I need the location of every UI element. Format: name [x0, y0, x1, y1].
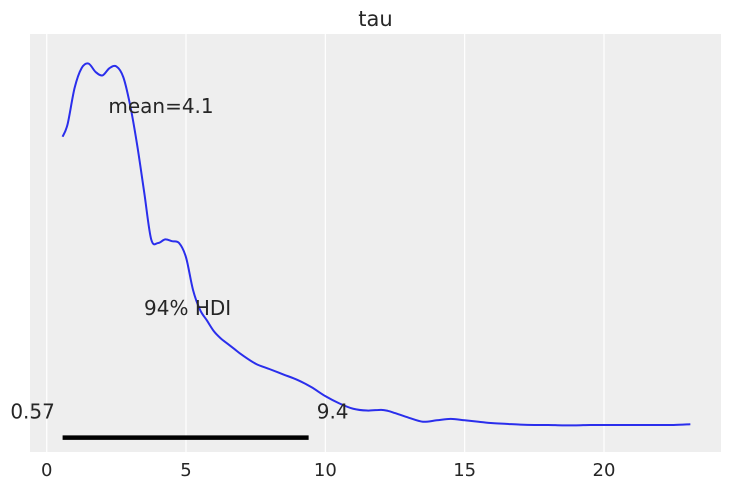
hdi-label: 94% HDI [144, 296, 231, 320]
x-tick-label: 5 [180, 460, 191, 481]
x-tick-label: 10 [314, 460, 337, 481]
x-tick-labels: 0 5 10 15 20 [41, 460, 615, 481]
hdi-low-label: 0.57 [10, 400, 55, 424]
x-tick-label: 20 [593, 460, 616, 481]
hdi-high-label: 9.4 [317, 400, 349, 424]
mean-label: mean=4.1 [108, 94, 213, 118]
gridlines [46, 34, 605, 452]
x-tick-label: 0 [41, 460, 52, 481]
plot-background [30, 34, 721, 452]
density-line [61, 62, 691, 427]
x-tick-label: 15 [453, 460, 476, 481]
chart-title: tau [358, 7, 392, 31]
